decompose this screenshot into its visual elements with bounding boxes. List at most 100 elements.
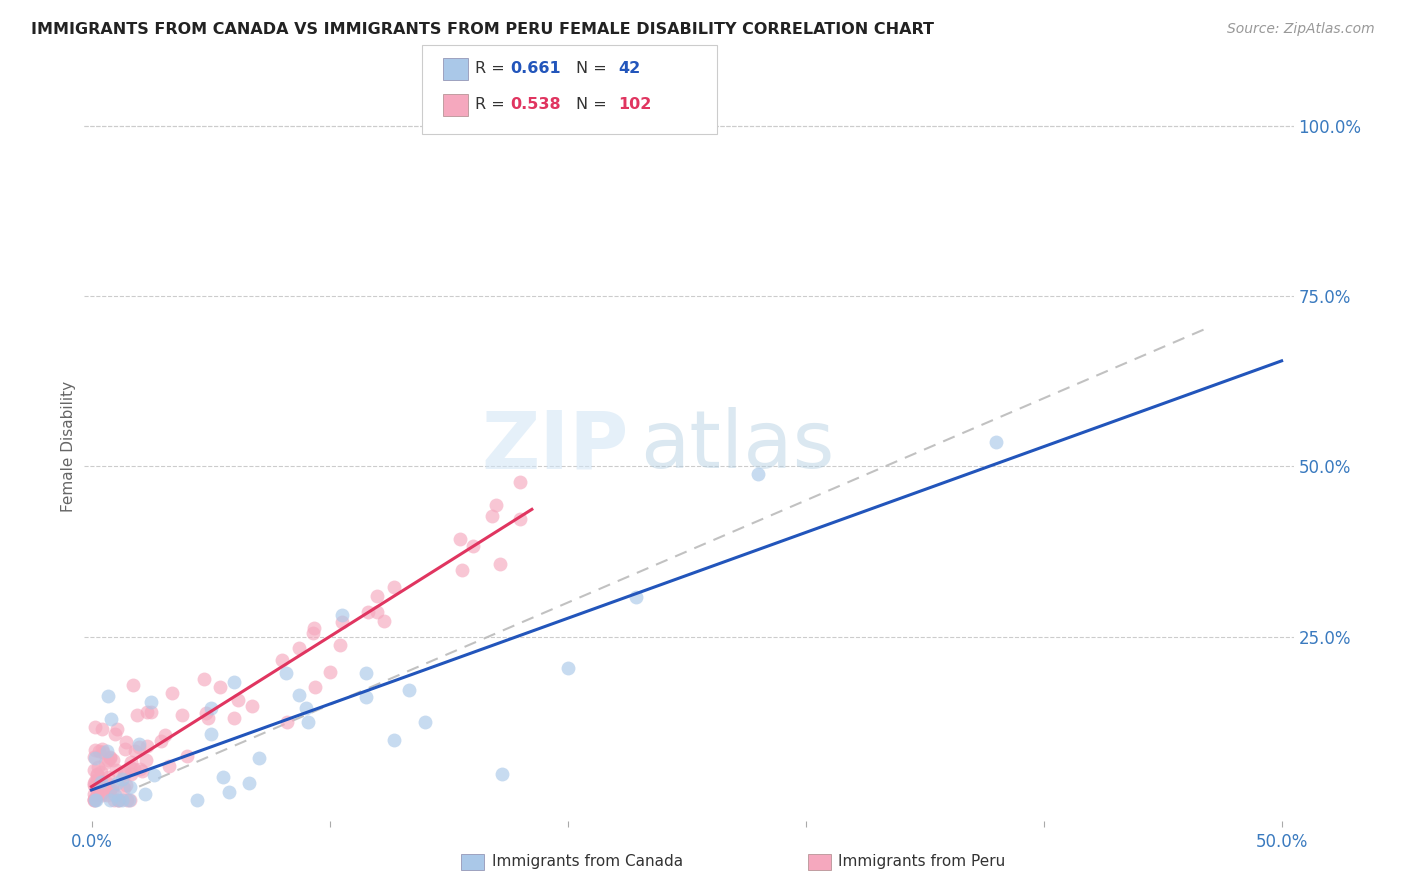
Point — [94, 756, 117, 770]
Point — [197, 711, 219, 725]
Point — [96, 776, 118, 790]
Point — [83, 792, 105, 806]
Point — [124, 744, 146, 758]
Point — [747, 467, 769, 481]
Y-axis label: Female Disability: Female Disability — [60, 380, 76, 512]
Point — [128, 737, 150, 751]
Point — [149, 734, 172, 748]
Point — [101, 753, 124, 767]
Point — [318, 665, 340, 680]
Text: N =: N = — [576, 62, 613, 76]
Point — [107, 793, 129, 807]
Point — [489, 557, 512, 571]
Point — [98, 749, 121, 764]
Text: atlas: atlas — [641, 407, 835, 485]
Point — [288, 688, 311, 702]
Point — [84, 750, 107, 764]
Point — [115, 735, 138, 749]
Point — [485, 498, 508, 512]
Point — [128, 762, 150, 776]
Point — [101, 780, 124, 794]
Text: IMMIGRANTS FROM CANADA VS IMMIGRANTS FROM PERU FEMALE DISABILITY CORRELATION CHA: IMMIGRANTS FROM CANADA VS IMMIGRANTS FRO… — [31, 22, 934, 37]
Point — [97, 770, 120, 784]
Point — [86, 767, 108, 781]
Point — [87, 744, 110, 758]
Point — [366, 605, 388, 619]
Point — [115, 778, 138, 792]
Point — [449, 532, 471, 546]
Point — [143, 768, 166, 782]
Point — [398, 683, 420, 698]
Point — [302, 625, 325, 640]
Point — [100, 712, 122, 726]
Point — [226, 692, 249, 706]
Text: Immigrants from Canada: Immigrants from Canada — [492, 855, 683, 869]
Point — [195, 706, 218, 720]
Text: 42: 42 — [619, 62, 641, 76]
Point — [97, 753, 120, 767]
Point — [354, 690, 377, 704]
Point — [100, 782, 122, 797]
Point — [83, 793, 105, 807]
Point — [297, 715, 319, 730]
Point — [111, 793, 134, 807]
Point — [83, 750, 105, 764]
Point — [104, 788, 127, 802]
Point — [373, 614, 395, 628]
Point — [100, 751, 122, 765]
Point — [128, 739, 150, 754]
Point — [105, 722, 128, 736]
Point — [557, 661, 579, 675]
Point — [83, 776, 105, 790]
Point — [218, 785, 240, 799]
Point — [87, 776, 110, 790]
Point — [83, 778, 105, 792]
Point — [118, 793, 141, 807]
Point — [118, 793, 141, 807]
Point — [509, 475, 531, 490]
Point — [83, 793, 105, 807]
Point — [87, 775, 110, 789]
Text: R =: R = — [475, 97, 510, 112]
Point — [136, 706, 159, 720]
Point — [238, 775, 260, 789]
Text: Immigrants from Peru: Immigrants from Peru — [838, 855, 1005, 869]
Point — [330, 615, 353, 629]
Point — [491, 767, 513, 781]
Point — [86, 788, 108, 802]
Point — [382, 732, 405, 747]
Point — [103, 793, 125, 807]
Point — [122, 678, 145, 692]
Point — [135, 753, 157, 767]
Point — [120, 780, 142, 794]
Point — [134, 787, 156, 801]
Point — [247, 750, 270, 764]
Point — [83, 787, 105, 801]
Text: 0.661: 0.661 — [510, 62, 561, 76]
Point — [115, 793, 138, 807]
Point — [304, 622, 326, 636]
Point — [413, 714, 436, 729]
Point — [98, 783, 121, 797]
Point — [200, 701, 222, 715]
Point — [131, 764, 153, 778]
Point — [461, 539, 484, 553]
Point — [112, 767, 135, 781]
Point — [86, 768, 108, 782]
Point — [120, 760, 142, 774]
Point — [224, 711, 246, 725]
Point — [105, 763, 128, 777]
Point — [176, 748, 198, 763]
Point — [111, 772, 134, 786]
Point — [366, 590, 388, 604]
Point — [160, 686, 183, 700]
Point — [114, 780, 136, 795]
Point — [451, 563, 474, 577]
Point — [114, 741, 136, 756]
Point — [84, 780, 107, 794]
Point — [91, 788, 114, 802]
Text: 0.538: 0.538 — [510, 97, 561, 112]
Point — [329, 638, 352, 652]
Point — [240, 699, 263, 714]
Point — [91, 745, 114, 759]
